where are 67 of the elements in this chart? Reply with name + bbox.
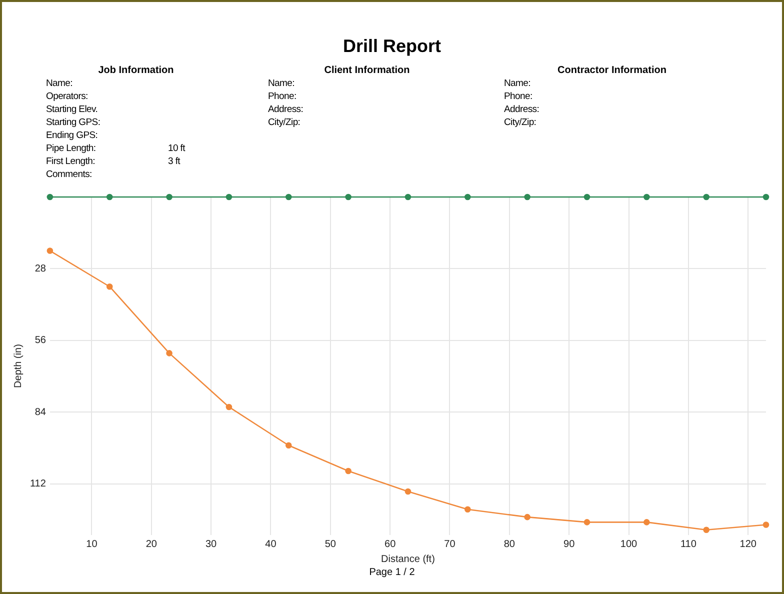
point (524, 194, 530, 200)
point (703, 194, 710, 200)
text: City/Zip: (504, 117, 536, 128)
x-tick-label: 50 (324, 538, 336, 550)
text: Pipe Length: (46, 143, 96, 154)
y-axis-title: Depth (in) (12, 344, 24, 388)
point (285, 442, 292, 449)
x-tick-label: 40 (265, 538, 277, 550)
point (584, 519, 590, 526)
x-axis-title: Distance (ft) (381, 554, 435, 565)
x-tick-label: 110 (680, 538, 697, 550)
point (464, 194, 471, 200)
point (524, 514, 530, 520)
x-tick-label: 10 (86, 538, 98, 550)
text: Name: (46, 78, 72, 89)
point (644, 194, 650, 200)
point (404, 488, 412, 495)
point (584, 194, 590, 200)
text: Contractor Information (556, 65, 668, 76)
point (762, 194, 770, 200)
point (226, 194, 232, 200)
x-tick-label: 20 (146, 538, 158, 550)
x-tick-label: 80 (504, 538, 516, 550)
y-tick-label: 56 (34, 335, 46, 346)
text: 3 ft (168, 156, 180, 167)
point (226, 404, 232, 410)
y-tick-label: 84 (34, 406, 46, 418)
point (106, 283, 113, 290)
x-tick-label: 60 (384, 538, 396, 550)
point (644, 519, 650, 526)
point (345, 468, 352, 474)
x-tick-label: 100 (620, 538, 638, 550)
text: Name: (504, 78, 530, 89)
x-tick-label: 90 (564, 538, 576, 550)
point (166, 350, 172, 356)
text: Phone: (268, 91, 296, 102)
text: Job Information (97, 65, 175, 76)
text: Starting GPS: (46, 117, 100, 128)
text: Starting Elev. (46, 104, 98, 115)
text: Page 1 / 2 (368, 567, 416, 578)
text: 10 ft (168, 143, 185, 154)
chart-title: Drill Report (342, 36, 442, 57)
point (762, 522, 770, 528)
point (285, 194, 292, 200)
point (46, 194, 54, 200)
x-tick-label: 30 (205, 538, 218, 550)
point (345, 194, 352, 200)
text: Ending GPS: (46, 130, 98, 141)
text: First Length: (46, 156, 95, 167)
point (46, 248, 54, 254)
point (166, 194, 172, 200)
text: Phone: (504, 91, 532, 102)
text: Name: (268, 78, 294, 89)
x-tick-label: 70 (444, 538, 456, 550)
text: Address: (504, 104, 540, 115)
point (464, 506, 471, 513)
x-tick-label: 120 (740, 538, 757, 550)
text: Client Information (323, 65, 411, 76)
point (703, 526, 710, 534)
text: Comments: (46, 169, 92, 180)
point (106, 194, 113, 200)
text: Address: (268, 104, 304, 115)
y-tick-label: 112 (30, 478, 46, 490)
point (404, 194, 412, 200)
text: Operators: (46, 91, 88, 102)
y-tick-label: 28 (34, 263, 46, 274)
text: City/Zip: (268, 117, 300, 128)
